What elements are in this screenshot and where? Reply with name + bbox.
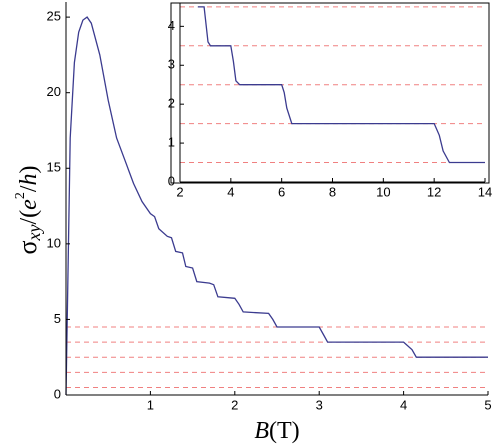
y-tick-label: 1	[168, 135, 175, 150]
y-tick-label: 4	[168, 18, 175, 33]
x-tick-label: 2	[176, 184, 183, 199]
y-tick-label: 3	[168, 57, 175, 72]
y-axis-label: σxy/(e2/h)	[13, 166, 44, 255]
x-tick-label: 12	[427, 184, 441, 199]
y-tick-label: 15	[47, 160, 61, 175]
data-line	[197, 6, 485, 164]
x-tick-label: 5	[484, 397, 491, 412]
data-line	[65, 16, 488, 396]
x-tick-label: 3	[316, 397, 323, 412]
inset-frame	[170, 2, 490, 184]
x-tick-label: 2	[231, 397, 238, 412]
x-axis-label: B(T)	[254, 418, 299, 444]
y-tick-label: 25	[47, 9, 61, 24]
x-tick-label: 8	[329, 184, 336, 199]
x-tick-label: 6	[278, 184, 285, 199]
y-tick-label: 5	[54, 311, 61, 326]
x-tick-label: 14	[478, 184, 492, 199]
x-tick-label: 4	[400, 397, 407, 412]
x-tick-label: 4	[227, 184, 234, 199]
x-tick-label: 1	[147, 397, 154, 412]
y-tick-label: 0	[168, 173, 175, 188]
y-tick-label: 0	[54, 386, 61, 401]
y-tick-label: 20	[47, 84, 61, 99]
x-tick-label: 10	[376, 184, 390, 199]
y-tick-label: 10	[47, 235, 61, 250]
y-tick-label: 2	[168, 96, 175, 111]
